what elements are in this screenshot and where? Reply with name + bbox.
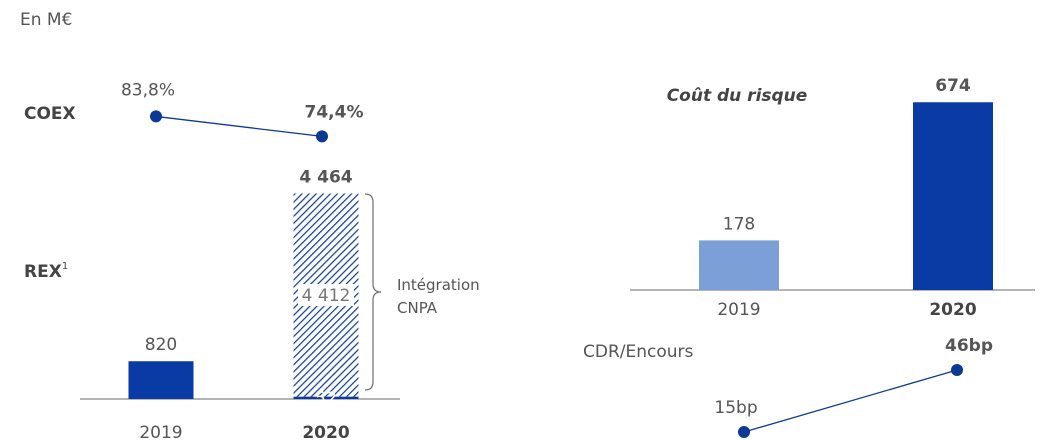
data-label: 674: [935, 76, 971, 96]
data-label: 52: [315, 389, 337, 409]
point: [150, 110, 162, 123]
label-bg: [298, 284, 354, 307]
bar: [913, 102, 993, 290]
data-label: 178: [723, 214, 755, 234]
bar-segment: [293, 396, 359, 399]
data-label: 83,8%: [121, 80, 175, 100]
chart-title: CDR/Encours: [583, 342, 694, 362]
point: [738, 426, 750, 438]
x-tick-label: 2020: [929, 300, 976, 320]
rex-label: REX1: [24, 261, 68, 282]
chart-title: Coût du risque: [667, 86, 808, 106]
x-tick-label: 2020: [302, 423, 349, 440]
rex-name: REX: [24, 262, 62, 282]
bar-segment: [128, 361, 194, 399]
data-label: 820: [145, 335, 177, 355]
x-tick-label: 2019: [139, 423, 182, 440]
line: [743, 369, 958, 433]
data-label: 15bp: [714, 398, 757, 418]
data-label: 4 412: [302, 286, 351, 306]
total-label: 4 464: [299, 167, 352, 187]
unit-note: En M€: [20, 10, 72, 30]
brace: [364, 193, 382, 391]
x-tick-label: 2019: [717, 300, 760, 320]
footnote: 1: [62, 261, 68, 272]
coex-label: COEX: [24, 104, 76, 124]
annotation: Intégration CNPA: [397, 276, 480, 317]
data-label: 74,4%: [305, 102, 364, 122]
point: [316, 130, 328, 143]
bar: [699, 240, 779, 290]
point: [951, 364, 963, 376]
data-label: 46bp: [945, 336, 993, 356]
line: [155, 115, 323, 138]
